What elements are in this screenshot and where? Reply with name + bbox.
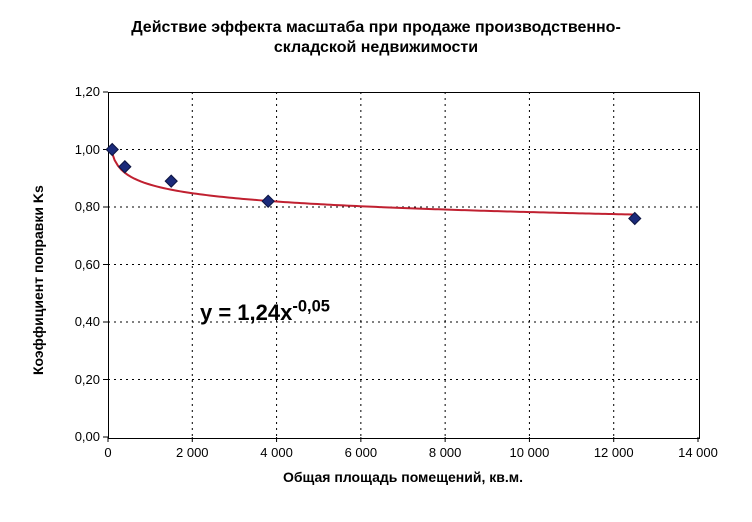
x-tick-label: 8 000 [410, 445, 480, 460]
x-tick-label: 0 [73, 445, 143, 460]
y-tick-label: 0,20 [50, 372, 100, 387]
y-tick-label: 0,40 [50, 314, 100, 329]
trend-equation: y = 1,24x-0,05 [200, 300, 330, 326]
plot-area [108, 92, 700, 439]
x-tick-label: 4 000 [242, 445, 312, 460]
y-tick-label: 0,00 [50, 429, 100, 444]
equation-exponent: -0,05 [292, 298, 330, 316]
x-tick-label: 6 000 [326, 445, 396, 460]
x-tick-label: 10 000 [494, 445, 564, 460]
x-axis-label: Общая площадь помещений, кв.м. [108, 469, 698, 485]
x-tick-label: 14 000 [663, 445, 733, 460]
chart-container: Действие эффекта масштаба при продаже пр… [0, 0, 752, 522]
y-tick-label: 1,20 [50, 84, 100, 99]
x-tick-label: 2 000 [157, 445, 227, 460]
y-tick-label: 0,60 [50, 257, 100, 272]
y-tick-label: 1,00 [50, 142, 100, 157]
y-tick-label: 0,80 [50, 199, 100, 214]
y-axis-label: Коэффициент поправки Ks [30, 185, 46, 375]
equation-base: y = 1,24x [200, 300, 292, 325]
chart-title: Действие эффекта масштаба при продаже пр… [0, 18, 752, 58]
x-tick-label: 12 000 [579, 445, 649, 460]
